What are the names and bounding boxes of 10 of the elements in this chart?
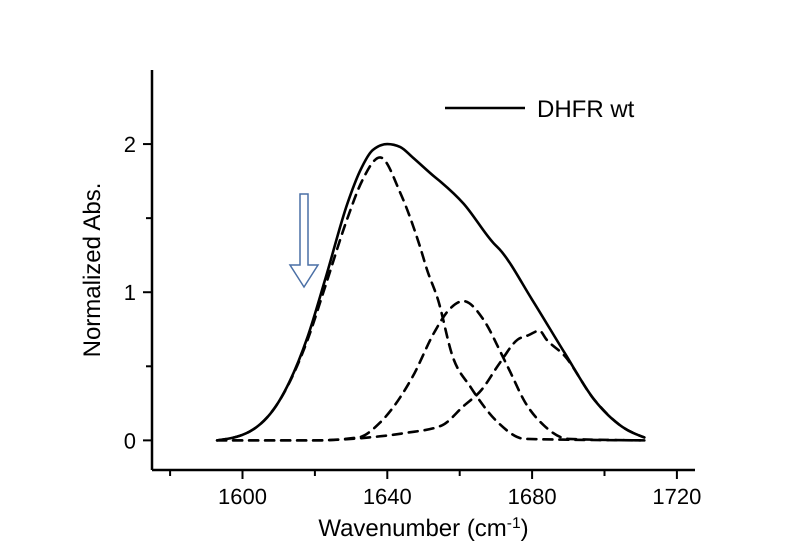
x-tick-label: 1720 <box>652 484 702 509</box>
y-tick-label: 1 <box>124 280 136 306</box>
x-tick-label: 1640 <box>362 484 412 509</box>
y-axis-title: Normalized Abs. <box>79 182 106 358</box>
x-tick-label: 1680 <box>508 484 557 509</box>
x-tick-label: 1600 <box>218 484 267 509</box>
x-axis-title: Wavenumber (cm$^{-1}$) <box>318 514 529 542</box>
y-tick-label: 0 <box>124 428 136 454</box>
y-tick-label: 2 <box>124 132 136 158</box>
legend-label: DHFR wt <box>537 96 635 123</box>
